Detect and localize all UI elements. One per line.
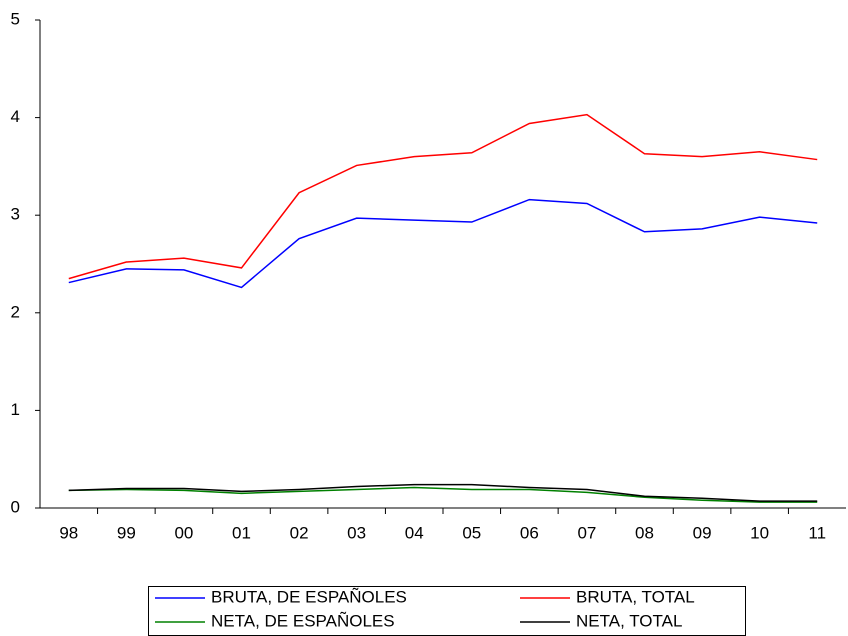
x-tick-label: 05: [462, 523, 481, 542]
y-tick-label: 1: [11, 400, 20, 419]
x-tick-label: 00: [174, 523, 193, 542]
legend-label: NETA, DE ESPAÑOLES: [211, 611, 395, 630]
x-tick-label: 01: [232, 523, 251, 542]
x-tick-label: 02: [290, 523, 309, 542]
x-tick-label: 09: [693, 523, 712, 542]
x-tick-label: 10: [750, 523, 769, 542]
y-tick-label: 3: [11, 205, 20, 224]
series-line: [68, 198, 818, 289]
legend-label: BRUTA, TOTAL: [576, 587, 695, 606]
y-tick-label: 5: [11, 9, 20, 28]
x-tick-label: 99: [117, 523, 136, 542]
y-tick-label: 4: [11, 107, 20, 126]
legend-label: NETA, TOTAL: [576, 611, 682, 630]
x-tick-label: 03: [347, 523, 366, 542]
x-tick-label: 06: [520, 523, 539, 542]
series-line: [68, 483, 818, 502]
legend-box: [148, 586, 746, 636]
y-tick-label: 2: [11, 302, 20, 321]
x-tick-label: 11: [808, 523, 826, 542]
x-tick-label: 08: [635, 523, 654, 542]
series-line: [68, 113, 818, 280]
x-tick-label: 07: [577, 523, 596, 542]
x-tick-label: 04: [405, 523, 424, 542]
series-line: [68, 486, 818, 503]
legend-label: BRUTA, DE ESPAÑOLES: [211, 587, 407, 606]
x-tick-label: 98: [59, 523, 78, 542]
y-tick-label: 0: [11, 497, 20, 516]
